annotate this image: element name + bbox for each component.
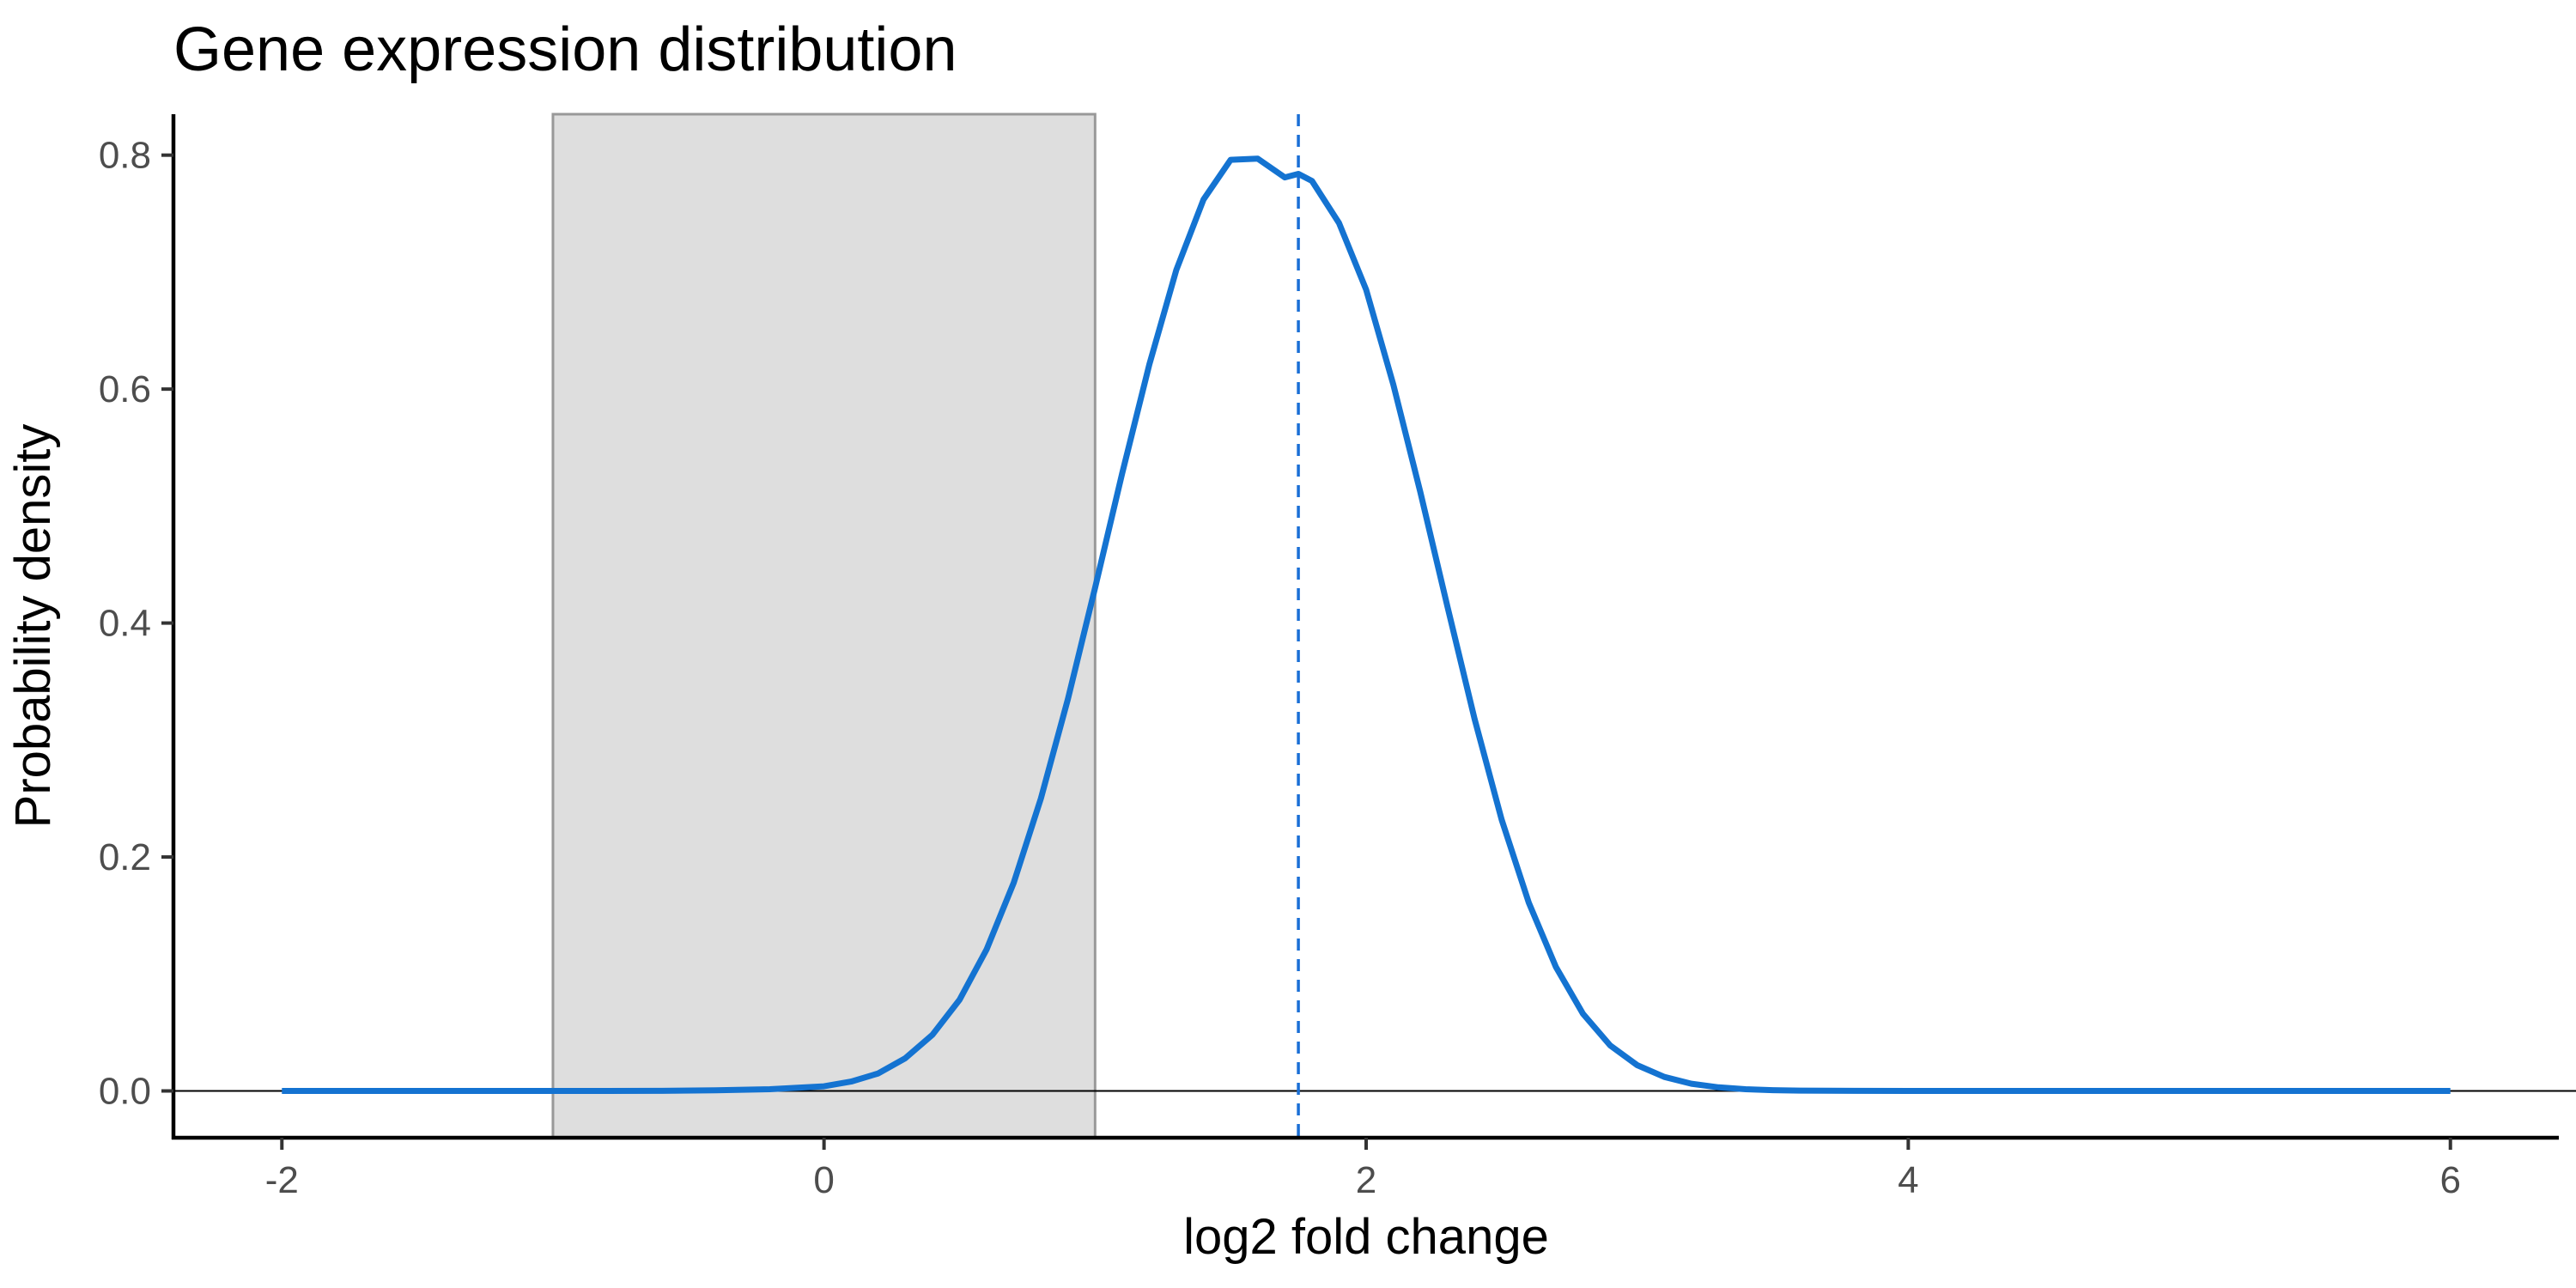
y-tick-label: 0.6 — [99, 368, 151, 410]
x-tick-label: 0 — [813, 1159, 834, 1201]
y-tick-label: 0.2 — [99, 836, 151, 878]
y-tick-label: 0.8 — [99, 135, 151, 177]
y-tick-label: 0.0 — [99, 1071, 151, 1113]
x-tick-label: 6 — [2439, 1159, 2460, 1201]
x-tick-label: 2 — [1356, 1159, 1376, 1201]
x-tick-label: 4 — [1898, 1159, 1918, 1201]
density-curve — [282, 155, 2451, 1094]
shaded-region — [551, 112, 1097, 1139]
y-axis-title: Probability density — [5, 424, 61, 829]
x-axis-title: log2 fold change — [1183, 1209, 1549, 1265]
chart-title: Gene expression distribution — [173, 15, 957, 84]
y-tick-label: 0.4 — [99, 603, 151, 645]
x-tick-label: -2 — [265, 1159, 299, 1201]
